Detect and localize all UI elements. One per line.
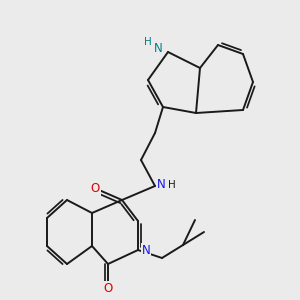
Text: H: H [168, 180, 176, 190]
Text: H: H [144, 37, 152, 47]
Text: N: N [157, 178, 165, 191]
Text: N: N [142, 244, 150, 256]
Text: O: O [103, 281, 112, 295]
Text: O: O [90, 182, 100, 196]
Text: N: N [154, 43, 162, 56]
